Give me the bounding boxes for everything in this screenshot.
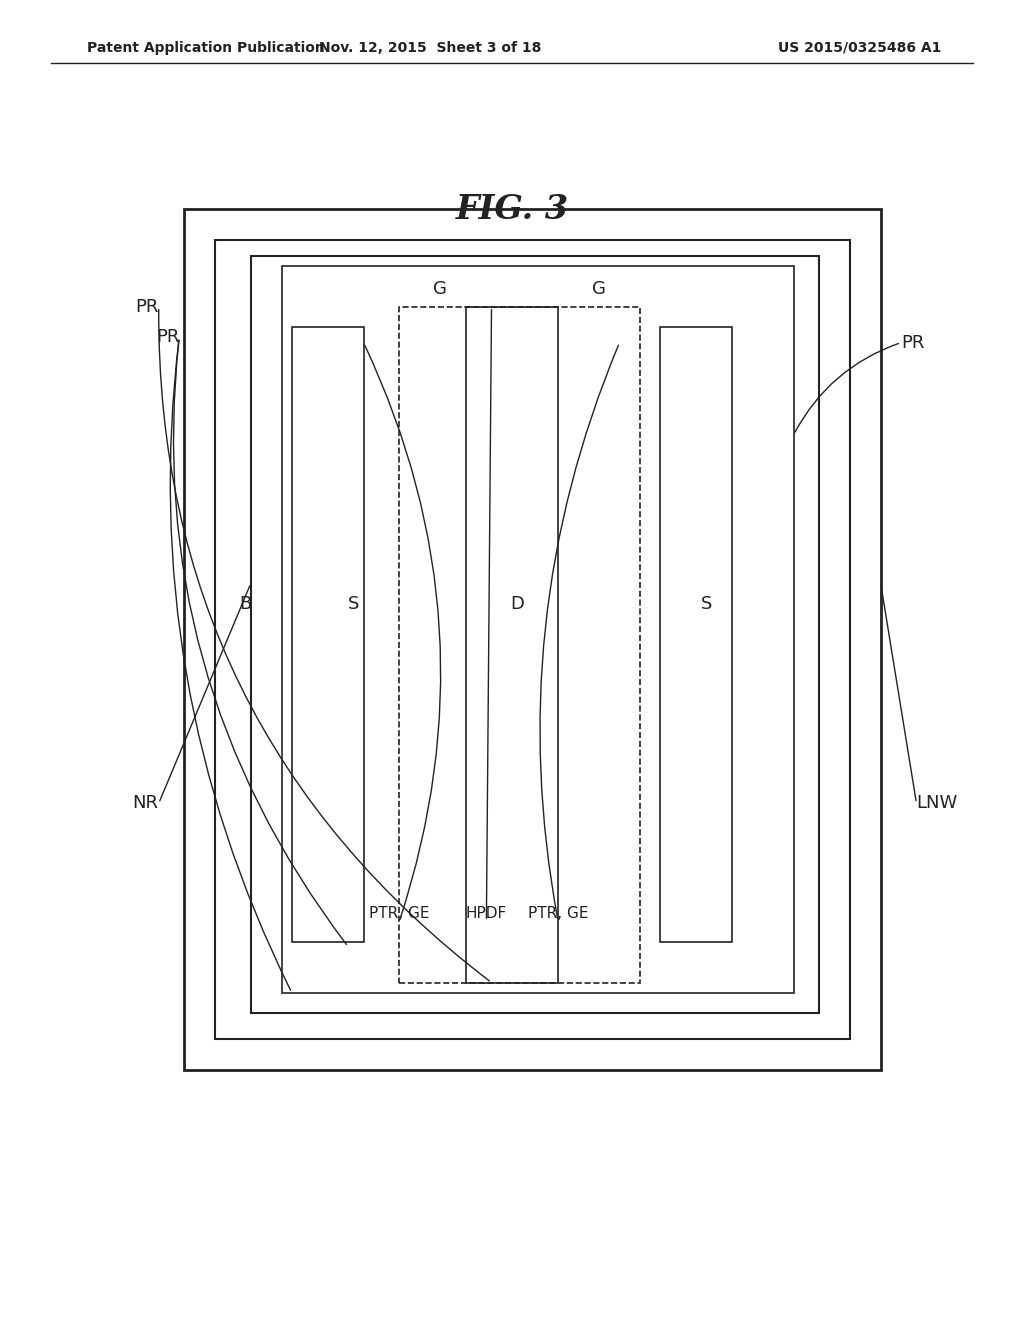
Bar [251,256,819,1014]
Bar [282,265,794,993]
Text: G: G [592,280,606,298]
Text: Patent Application Publication: Patent Application Publication [87,41,325,54]
Text: PR: PR [156,329,179,346]
Text: LNW: LNW [916,795,957,812]
Text: US 2015/0325486 A1: US 2015/0325486 A1 [778,41,942,54]
Bar [399,306,640,982]
Text: D: D [510,595,524,612]
Bar [215,240,850,1039]
Text: B: B [240,595,252,612]
Text: G: G [433,280,447,298]
Text: PTR, GE: PTR, GE [369,906,430,921]
Text: PR: PR [901,334,925,351]
Text: PR: PR [135,298,159,315]
Text: FIG. 3: FIG. 3 [456,193,568,226]
Text: Nov. 12, 2015  Sheet 3 of 18: Nov. 12, 2015 Sheet 3 of 18 [318,41,542,54]
Bar [466,306,558,982]
Text: S: S [700,595,713,612]
Text: PTR, GE: PTR, GE [527,906,589,921]
Bar [660,327,732,941]
Bar [292,327,364,941]
Text: NR: NR [133,795,159,812]
Text: S: S [347,595,359,612]
Bar [184,210,881,1069]
Text: HPDF: HPDF [466,906,507,921]
